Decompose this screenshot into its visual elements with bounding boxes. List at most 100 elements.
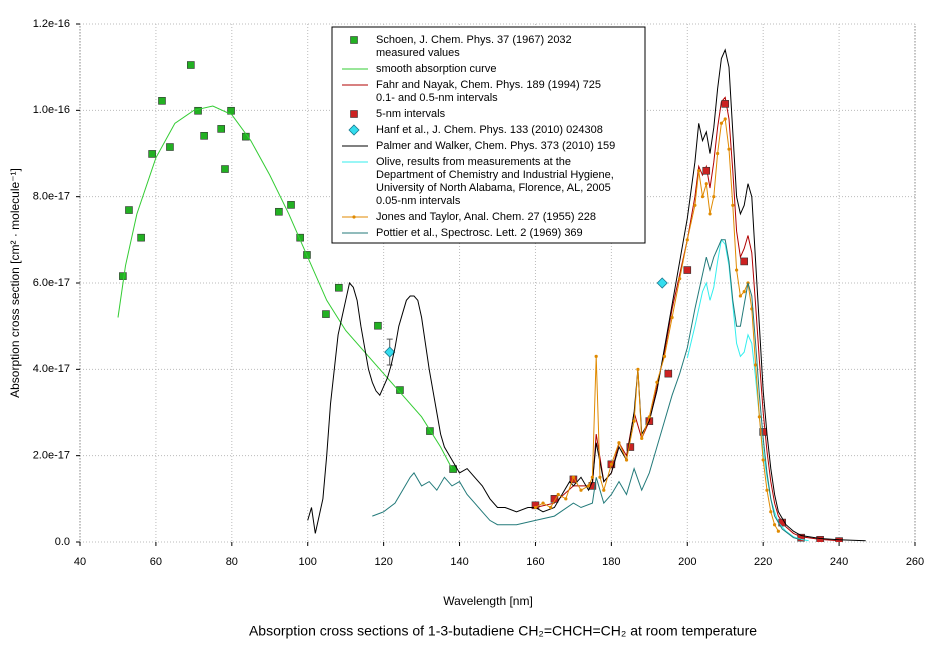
marker-circle [598, 475, 602, 479]
marker-circle [624, 458, 629, 462]
legend-label: 5-nm intervals [376, 108, 446, 120]
marker-square [350, 36, 358, 44]
marker-circle [541, 501, 545, 505]
series-line [535, 96, 840, 542]
marker-circle [655, 380, 659, 384]
marker-circle [727, 147, 731, 151]
marker-square [374, 321, 382, 330]
marker-circle [757, 415, 761, 419]
marker-square [626, 443, 635, 451]
marker-square [449, 465, 457, 473]
marker-square [119, 272, 127, 280]
marker-circle [352, 215, 356, 219]
marker-circle [742, 290, 746, 294]
legend-label: Hanf et al., J. Chem. Phys. 133 (2010) 0… [376, 124, 603, 136]
y-axis-label: Absorption cross section [cm² · molecule… [8, 168, 22, 398]
marker-square [664, 369, 673, 378]
series-line [372, 239, 802, 541]
marker-square [148, 150, 156, 158]
marker-circle [776, 529, 780, 533]
marker-square [335, 283, 343, 292]
marker-square [721, 100, 730, 108]
marker-square [187, 61, 195, 69]
y-tick-label: 6.0e-17 [33, 277, 70, 289]
marker-circle [693, 203, 697, 207]
marker-square [396, 386, 404, 394]
x-axis-label: Wavelength [nm] [443, 594, 533, 608]
marker-square [217, 125, 225, 133]
legend-label: Fahr and Nayak, Chem. Phys. 189 (1994) 7… [376, 79, 601, 104]
legend-label: Schoen, J. Chem. Phys. 37 (1967) 2032 mea… [376, 34, 572, 59]
y-tick-label: 8.0e-17 [33, 191, 70, 203]
axes: 40 60 80 100 120 140 160 180 200 220 240 260 0.0 2.0e… [33, 18, 924, 568]
marker-square [125, 206, 133, 214]
legend-label: Olive, results from measurements at the D… [376, 156, 614, 207]
marker-circle [772, 523, 777, 527]
marker-diamond [384, 346, 396, 358]
marker-circle [647, 415, 651, 419]
x-tick-label: 60 [150, 556, 162, 568]
legend-label: Palmer and Walker, Chem. Phys. 373 (2010… [376, 140, 615, 152]
marker-circle [533, 505, 538, 510]
marker-square [137, 233, 145, 242]
marker-circle [738, 294, 743, 298]
marker-square [816, 536, 824, 542]
marker-circle [704, 182, 708, 186]
x-tick-label: 240 [830, 556, 848, 568]
marker-square [426, 427, 434, 435]
marker-square [683, 266, 692, 274]
legend-box [331, 26, 646, 244]
marker-circle [662, 354, 667, 358]
marker-circle [731, 203, 735, 207]
marker-square [166, 143, 174, 151]
marker-circle [579, 488, 583, 492]
marker-circle [712, 195, 716, 199]
marker-circle [735, 268, 739, 272]
x-tick-label: 100 [299, 556, 317, 568]
x-tick-label: 160 [526, 556, 544, 568]
marker-square [287, 201, 295, 209]
marker-square [702, 166, 711, 175]
y-tick-label: 2.0e-17 [33, 450, 70, 462]
marker-circle [594, 354, 598, 358]
marker-circle [571, 475, 576, 479]
legend: Schoen, J. Chem. Phys. 37 (1967) 2032 mea… [331, 26, 646, 244]
marker-circle [753, 363, 758, 367]
marker-square [221, 165, 229, 173]
marker-square [158, 97, 166, 105]
series-line [686, 238, 809, 542]
plot-area [117, 48, 866, 542]
marker-circle [617, 441, 621, 445]
marker-square [350, 110, 358, 118]
marker-circle [700, 195, 705, 199]
y-tick-label: 1.2e-16 [33, 18, 70, 30]
marker-circle [765, 488, 769, 492]
x-tick-label: 40 [74, 556, 86, 568]
y-tick-label: 1.0e-16 [33, 104, 70, 116]
marker-circle [549, 505, 553, 510]
marker-diamond [348, 124, 360, 136]
marker-circle [708, 212, 712, 216]
marker-square [200, 132, 208, 140]
marker-circle [769, 510, 773, 514]
chart-title: Absorption cross sections of 1-3-butadie… [249, 623, 757, 639]
x-tick-label: 220 [754, 556, 772, 568]
legend-label: smooth absorption curve [376, 63, 496, 75]
x-tick-label: 180 [602, 556, 620, 568]
legend-label: Jones and Taylor, Anal. Chem. 27 (1955) … [376, 211, 596, 223]
x-tick-label: 80 [226, 556, 238, 568]
marker-circle [586, 484, 591, 488]
marker-square [797, 533, 805, 542]
series-line [117, 105, 453, 469]
marker-square [296, 233, 304, 242]
marker-circle [636, 367, 640, 371]
marker-diamond [656, 277, 668, 289]
marker-circle [590, 475, 594, 479]
y-tick-label: 0.0 [55, 536, 70, 548]
marker-circle [761, 458, 765, 462]
marker-circle [602, 488, 606, 492]
marker-circle [719, 121, 724, 125]
x-tick-label: 120 [374, 556, 392, 568]
legend-label: Pottier et al., Spectrosc. Lett. 2 (1969… [376, 227, 583, 239]
